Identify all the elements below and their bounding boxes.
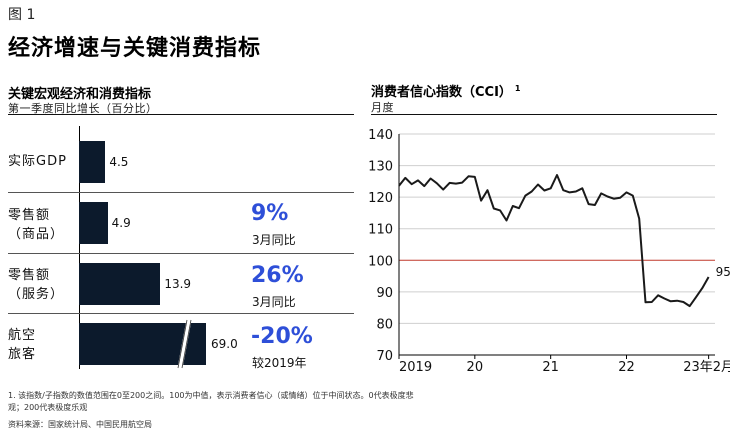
- cci-end-label: 95: [716, 265, 730, 279]
- footnote-marker: 1: [514, 83, 521, 93]
- left-panel-subtitle: 第一季度同比增长（百分比）: [8, 102, 158, 115]
- bar-gdp: [79, 141, 106, 183]
- y-tick-label: 90: [376, 286, 393, 301]
- row-label-line: 旅客: [8, 347, 37, 362]
- bar-break-mark: [177, 319, 192, 369]
- retail-goods-yoy-note: 3月同比: [252, 233, 296, 247]
- row-label-retail-goods: 零售额 （商品）: [8, 206, 64, 244]
- y-tick-label: 130: [368, 160, 393, 175]
- bar-value-retail-goods: 4.9: [111, 216, 131, 230]
- row-label-gdp: 实际GDP: [8, 152, 67, 171]
- x-tick-label: 2019: [399, 360, 432, 375]
- cci-series-line: [398, 174, 710, 308]
- left-panel-title: 关键宏观经济和消费指标: [8, 87, 152, 102]
- row-separator: [8, 192, 354, 193]
- right-panel-title: 消费者信心指数（CCI） 1: [371, 81, 521, 100]
- retail-services-yoy-pct: 26%: [251, 263, 304, 288]
- figure-label: 图 1: [8, 7, 36, 23]
- row-label-line: 实际GDP: [8, 154, 67, 169]
- row-label-air-passengers: 航空 旅客: [8, 326, 36, 364]
- left-panel-rule: [8, 114, 354, 115]
- cci-title: 消费者信心指数（CCI）: [371, 85, 512, 100]
- y-tick-label: 80: [376, 317, 393, 332]
- source-note: 资料来源：国家统计局、中国民用航空局: [8, 420, 152, 429]
- main-title: 经济增速与关键消费指标: [8, 36, 262, 61]
- row-label-line: 航空: [8, 328, 37, 343]
- air-passengers-pct: -20%: [251, 324, 313, 349]
- row-separator: [8, 253, 354, 254]
- cci-line-chart: 70 80 90 100 110 120 130 140 2019 20 21 22 23年2月 95: [368, 128, 730, 375]
- row-label-line: （服务）: [8, 287, 65, 302]
- right-panel-rule: [371, 114, 717, 115]
- y-tick-label: 100: [368, 254, 393, 269]
- right-panel-subtitle: 月度: [371, 101, 394, 114]
- bar-value-air-passengers: 69.0: [211, 337, 238, 351]
- y-tick-label: 110: [368, 223, 393, 238]
- x-tick-label: 20: [467, 360, 484, 375]
- bar-retail-services: [79, 263, 161, 305]
- retail-goods-yoy-pct: 9%: [251, 201, 289, 226]
- footnote: 1. 该指数/子指数的数值范围在0至200之间。100为中值，表示消费者信心（或…: [8, 391, 414, 412]
- row-label-line: 零售额: [8, 268, 51, 283]
- retail-services-yoy-note: 3月同比: [252, 295, 296, 309]
- y-tick-label: 140: [368, 128, 393, 143]
- x-tick-label: 22: [618, 360, 635, 375]
- bar-value-retail-services: 13.9: [164, 277, 192, 291]
- y-tick-label: 70: [376, 349, 393, 364]
- x-tick-label: 23年2月: [683, 360, 730, 375]
- y-tick-label: 120: [368, 191, 393, 206]
- x-tick-label: 21: [542, 360, 559, 375]
- row-separator: [8, 313, 354, 314]
- row-label-line: （商品）: [8, 227, 65, 242]
- bar-axis-line: [79, 126, 80, 369]
- row-label-retail-services: 零售额 （服务）: [8, 266, 64, 304]
- air-passengers-note: 较2019年: [252, 356, 307, 370]
- bar-value-gdp: 4.5: [109, 155, 129, 169]
- bar-retail-goods: [79, 202, 108, 244]
- row-label-line: 零售额: [8, 208, 51, 223]
